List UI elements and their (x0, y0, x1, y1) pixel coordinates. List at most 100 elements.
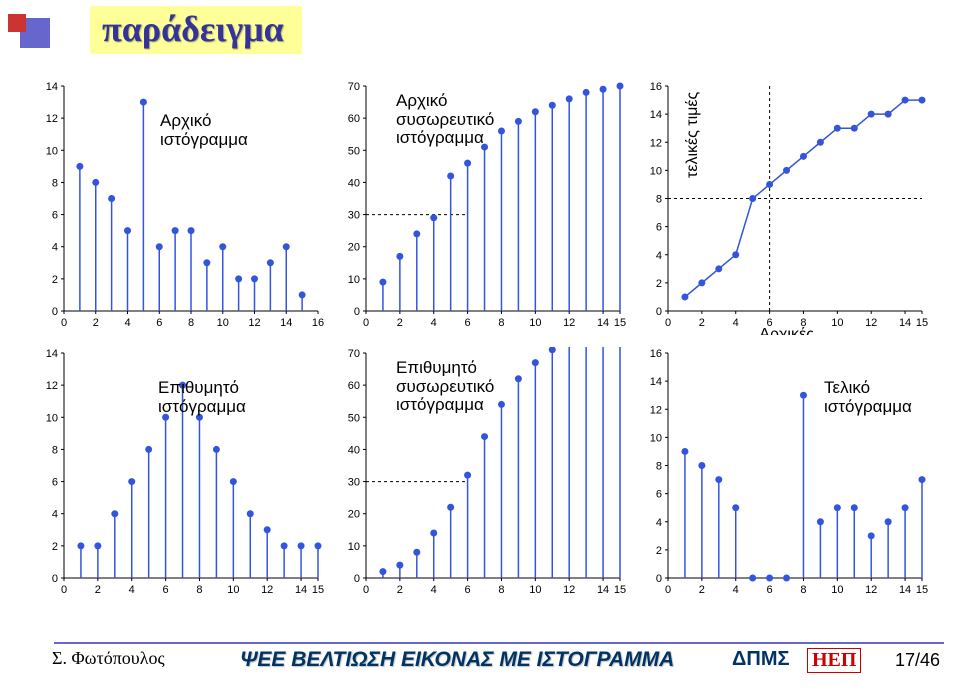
svg-text:15: 15 (916, 584, 928, 596)
svg-text:0: 0 (52, 573, 58, 585)
svg-text:0: 0 (363, 584, 369, 596)
svg-text:12: 12 (650, 137, 662, 149)
svg-text:14: 14 (597, 317, 609, 329)
svg-text:Αρχικές: Αρχικές (759, 326, 814, 335)
chart-row-1: 0 2 4 6 8 10 12 14 0 2 4 6 8 10 12 14 16 Αρχικόιστόγραμμα… (30, 80, 930, 335)
chart-label: Αρχικόιστόγραμμα (160, 112, 248, 149)
svg-text:8: 8 (196, 584, 202, 596)
svg-text:10: 10 (348, 541, 360, 553)
svg-text:4: 4 (656, 517, 662, 529)
chart-panel-p6: 02468101214160246810121415Τελικόιστόγραμ… (634, 347, 928, 602)
svg-text:8: 8 (498, 584, 504, 596)
chart-row-2: 0 2 4 6 8 10 12 14 0 2 4 6 8 10 12 14 15 Επιθυμητόιστόγρα… (30, 347, 930, 602)
charts-grid: 0 2 4 6 8 10 12 14 0 2 4 6 8 10 12 14 16 Αρχικόιστόγραμμα… (30, 80, 930, 614)
svg-text:8: 8 (52, 177, 58, 189)
svg-text:4: 4 (52, 509, 58, 521)
svg-text:50: 50 (348, 145, 360, 157)
svg-text:14: 14 (899, 317, 911, 329)
svg-text:15: 15 (312, 584, 324, 596)
chart-panel-p4: 024681012140246810121415Επιθυμητόιστόγρα… (30, 347, 324, 602)
svg-text:0: 0 (354, 573, 360, 585)
svg-text:12: 12 (865, 317, 877, 329)
svg-text:6: 6 (52, 477, 58, 489)
svg-text:0: 0 (665, 584, 671, 596)
svg-text:2: 2 (656, 278, 662, 290)
svg-text:6: 6 (163, 584, 169, 596)
svg-text:6: 6 (465, 317, 471, 329)
svg-text:10: 10 (529, 317, 541, 329)
svg-text:8: 8 (656, 461, 662, 473)
chart-panel-p1: 024681012140246810121416Αρχικόιστόγραμμα (30, 80, 324, 335)
svg-text:0: 0 (61, 317, 67, 329)
svg-text:40: 40 (348, 444, 360, 456)
svg-text:14: 14 (650, 376, 662, 388)
chart-label: Αρχικόσυσωρευτικόιστόγραμμα (396, 92, 494, 148)
svg-text:0: 0 (656, 573, 662, 585)
svg-text:20: 20 (348, 242, 360, 254)
svg-text:0: 0 (363, 317, 369, 329)
chart-panel-p3: 02468101214160246810121415Αρχικέςτελικές… (634, 80, 928, 335)
svg-text:12: 12 (46, 380, 58, 392)
svg-text:15: 15 (614, 317, 626, 329)
svg-text:16: 16 (650, 348, 662, 360)
svg-text:4: 4 (656, 250, 662, 262)
corner-decoration (8, 14, 52, 58)
footer-hep: ΗΕΠ (807, 648, 861, 673)
svg-text:10: 10 (217, 317, 229, 329)
footer: Σ. Φωτόπουλος ΨΕΕ ΒΕΛΤΙΩΣΗ ΕΙΚΟΝΑΣ ΜΕ ΙΣ… (52, 648, 940, 682)
svg-text:15: 15 (614, 584, 626, 596)
chart-label: Επιθυμητόιστόγραμμα (158, 379, 246, 416)
footer-line (54, 642, 944, 644)
svg-text:4: 4 (733, 584, 739, 596)
svg-text:12: 12 (248, 317, 260, 329)
svg-text:6: 6 (465, 584, 471, 596)
svg-text:8: 8 (188, 317, 194, 329)
svg-text:60: 60 (348, 113, 360, 125)
svg-text:12: 12 (261, 584, 273, 596)
svg-text:14: 14 (295, 584, 307, 596)
svg-text:6: 6 (656, 489, 662, 501)
svg-text:12: 12 (563, 584, 575, 596)
svg-text:16: 16 (312, 317, 324, 329)
svg-text:10: 10 (529, 584, 541, 596)
svg-text:14: 14 (597, 584, 609, 596)
svg-text:4: 4 (124, 317, 130, 329)
svg-text:2: 2 (656, 545, 662, 557)
svg-text:12: 12 (650, 404, 662, 416)
svg-text:60: 60 (348, 380, 360, 392)
footer-pms: ΔΠΜΣ (732, 648, 789, 671)
svg-text:14: 14 (46, 348, 58, 360)
svg-text:0: 0 (52, 306, 58, 318)
svg-text:50: 50 (348, 412, 360, 424)
svg-text:2: 2 (699, 317, 705, 329)
svg-text:12: 12 (46, 113, 58, 125)
svg-text:10: 10 (348, 274, 360, 286)
svg-text:10: 10 (831, 584, 843, 596)
course-title: ΨΕΕ ΒΕΛΤΙΩΣΗ ΕΙΚΟΝΑΣ ΜΕ ΙΣΤΟΓΡΑΜΜΑ (240, 648, 674, 672)
author-name: Σ. Φωτόπουλος (52, 648, 165, 668)
svg-text:8: 8 (498, 317, 504, 329)
svg-text:4: 4 (431, 317, 437, 329)
svg-text:0: 0 (665, 317, 671, 329)
svg-text:8: 8 (656, 194, 662, 206)
svg-text:4: 4 (129, 584, 135, 596)
svg-text:10: 10 (831, 317, 843, 329)
svg-text:2: 2 (95, 584, 101, 596)
svg-text:16: 16 (650, 81, 662, 93)
svg-text:6: 6 (767, 584, 773, 596)
svg-text:10: 10 (650, 432, 662, 444)
svg-text:0: 0 (354, 306, 360, 318)
svg-text:30: 30 (348, 210, 360, 222)
svg-text:20: 20 (348, 509, 360, 521)
chart-ylabel: τελικές τιμές (684, 92, 702, 178)
svg-text:8: 8 (800, 584, 806, 596)
svg-text:14: 14 (650, 109, 662, 121)
svg-text:10: 10 (46, 145, 58, 157)
svg-text:14: 14 (46, 81, 58, 93)
page-number: 17/46 (895, 650, 940, 671)
svg-text:2: 2 (699, 584, 705, 596)
svg-text:10: 10 (227, 584, 239, 596)
svg-text:15: 15 (916, 317, 928, 329)
svg-text:2: 2 (52, 541, 58, 553)
svg-text:6: 6 (52, 210, 58, 222)
